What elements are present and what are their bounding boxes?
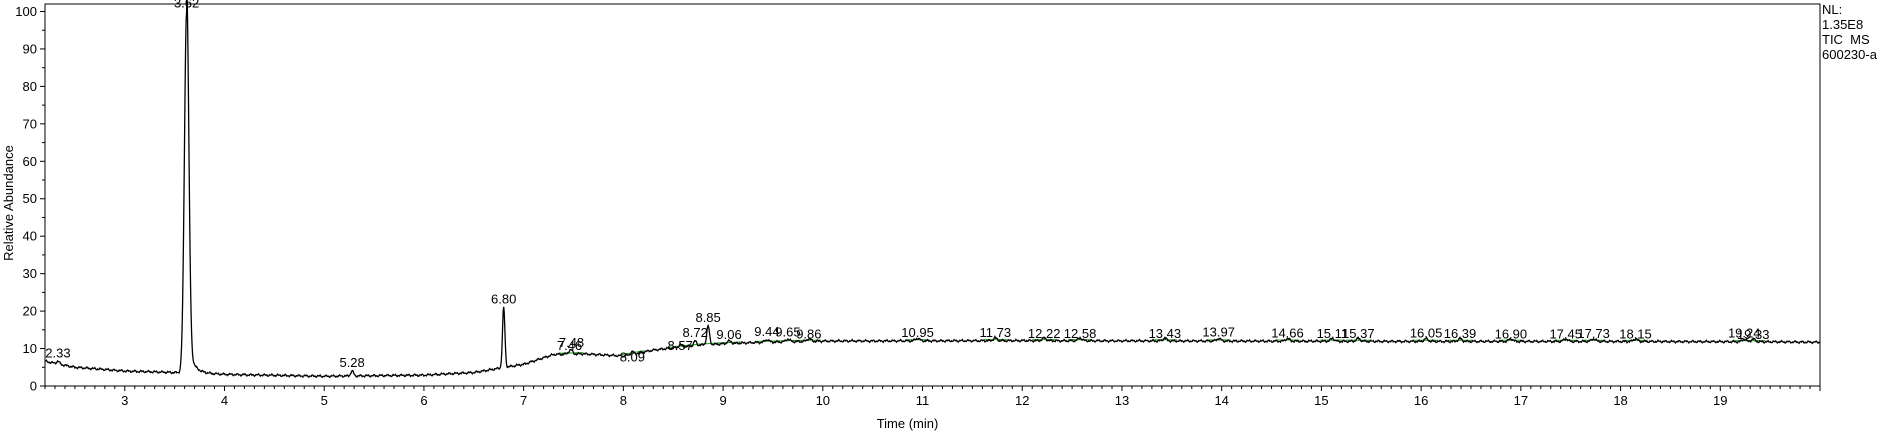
peak-label: 8.85 [695,310,720,325]
integration-baseline [775,339,800,342]
x-tick-label: 19 [1713,393,1727,408]
y-axis-ticks: 0 10 20 30 40 50 60 70 80 90 100 [15,4,45,394]
peak-label: 10.95 [901,325,934,340]
x-tick-label: 17 [1514,393,1528,408]
x-tick-label: 5 [321,393,328,408]
peak-label: 3.62 [174,0,199,10]
peak-label: 15.37 [1342,326,1375,341]
y-tick-label: 70 [23,116,37,131]
peak-label: 19.24 [1728,325,1761,340]
y-tick-label: 40 [23,229,37,244]
peak-label: 6.80 [491,291,516,306]
peak-label: 12.58 [1064,326,1097,341]
peak-label: 16.39 [1444,326,1477,341]
y-tick-label: 20 [23,304,37,319]
x-tick-label: 3 [121,393,128,408]
peak-label: 13.97 [1202,324,1235,339]
peak-label: 9.44 [754,324,779,339]
integration-baseline [559,352,584,354]
y-tick-label: 10 [23,341,37,356]
y-tick-label: 50 [23,191,37,206]
peak-label: 7.46 [557,338,582,353]
y-tick-label: 0 [30,379,37,394]
y-tick-label: 80 [23,79,37,94]
peak-label: 16.05 [1410,325,1443,340]
peak-label: 15.11 [1317,326,1349,341]
x-tick-label: 12 [1015,393,1029,408]
x-tick-label: 4 [221,393,228,408]
trace-type: TIC MS [1822,32,1870,47]
peak-label: 9.86 [796,327,821,342]
x-axis-ticks: 3 4 5 6 7 8 9 10 11 12 13 14 15 16 17 18 19 [44,386,1821,408]
x-tick-label: 10 [816,393,830,408]
x-tick-label: 14 [1214,393,1228,408]
peak-labels: 2.33 3.62 5.28 6.80 7.467.48 8.09 8.578.728.85… [45,0,1769,370]
peak-label: 2.33 [45,346,70,361]
peak-label: 16.90 [1495,327,1528,342]
x-tick-label: 13 [1115,393,1129,408]
y-tick-label: 60 [23,154,37,169]
nl-label: NL: [1822,2,1843,17]
x-tick-label: 15 [1314,393,1328,408]
x-tick-label: 9 [719,393,726,408]
x-tick-label: 8 [620,393,627,408]
peak-label: 8.72 [683,325,708,340]
x-tick-label: 6 [420,393,427,408]
peak-label: 9.65 [775,325,800,340]
y-axis-title: Relative Abundance [1,145,16,261]
tic-trace-line [44,0,1821,379]
peak-label: 5.28 [339,355,364,370]
peak-label: 12.22 [1028,326,1061,341]
y-tick-label: 100 [15,4,37,19]
peak-label: 14.66 [1271,325,1304,340]
peak-label: 8.09 [620,349,645,364]
peak-label: 8.57 [668,338,693,353]
y-tick-label: 30 [23,266,37,281]
y-tick-label: 90 [23,41,37,56]
peak-label: 7.48 [559,335,584,350]
peak-label: 13.43 [1149,326,1182,341]
x-axis-title: Time (min) [877,416,939,431]
nl-value: 1.35E8 [1822,17,1864,32]
peak-label: 17.73 [1577,326,1610,341]
peak-label: 9.06 [716,327,741,342]
peak-label: 11.73 [980,325,1012,340]
x-tick-label: 11 [916,393,930,408]
x-tick-label: 18 [1613,393,1627,408]
peak-label: 17.45 [1549,327,1582,342]
trace-info-panel: NL: 1.35E8 TIC MS 600230-a [1822,2,1877,62]
peak-label: 18.15 [1619,327,1652,342]
peak-label: 19.33 [1737,327,1770,342]
x-tick-label: 7 [520,393,527,408]
sample-name: 600230-a [1822,47,1877,62]
x-tick-label: 16 [1414,393,1428,408]
